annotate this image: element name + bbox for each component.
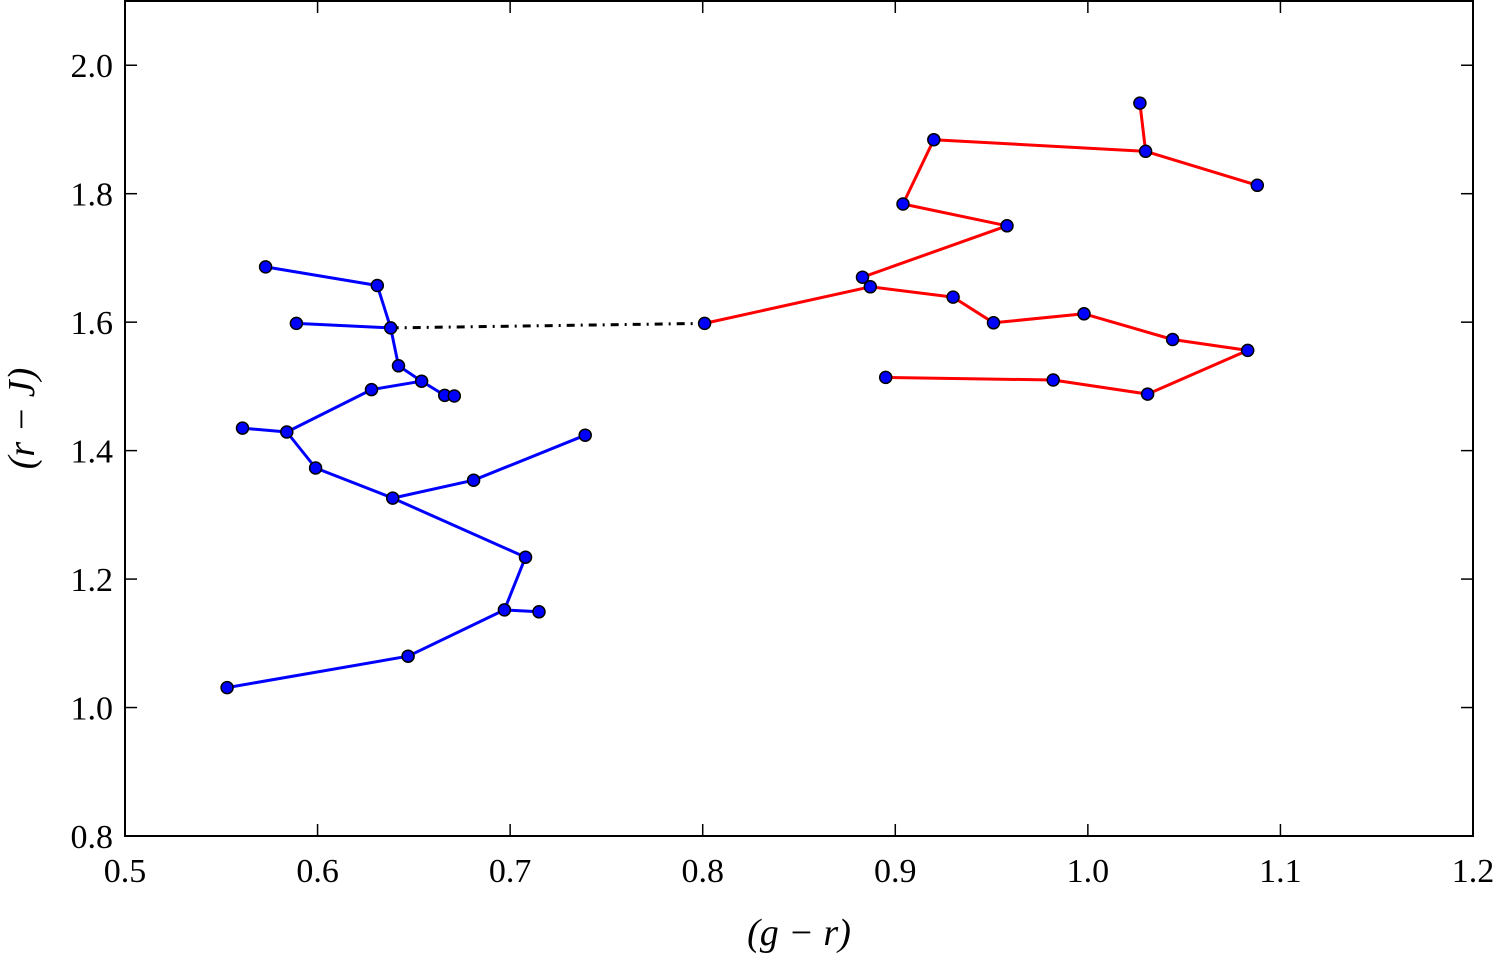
x-tick-label: 1.2 — [1452, 853, 1495, 890]
series-0-point — [220, 680, 234, 695]
series-0-point — [532, 605, 546, 619]
series-0-point — [258, 260, 273, 274]
series-1-point — [927, 132, 941, 147]
series-0-point — [466, 473, 481, 487]
y-tick-label: 1.4 — [71, 434, 114, 471]
series-1-point — [946, 290, 960, 304]
y-tick-label: 1.8 — [71, 177, 114, 214]
x-tick-label: 1.0 — [1067, 853, 1110, 890]
series-0-point — [308, 461, 323, 475]
x-tick-label: 0.5 — [104, 853, 147, 890]
x-tick-label: 0.7 — [489, 853, 532, 890]
x-axis-label: (g − r) — [747, 912, 851, 954]
series-1-point — [697, 316, 712, 331]
series-0-point — [385, 491, 400, 505]
series-1-point — [1077, 307, 1091, 321]
series-1-point — [986, 316, 1001, 330]
y-axis-label: (r − J) — [1, 368, 43, 470]
series-1-point — [896, 197, 910, 211]
series-0-point — [280, 425, 294, 439]
series-1-point — [1250, 178, 1265, 193]
series-0-point — [364, 382, 379, 397]
chart-marks — [220, 96, 1265, 695]
y-tick-label: 1.2 — [71, 562, 114, 599]
series-0-point — [578, 428, 592, 442]
series-1-point — [1138, 144, 1153, 159]
x-tick-label: 0.8 — [681, 853, 724, 890]
y-tick-label: 2.0 — [71, 48, 114, 85]
series-0-point — [401, 649, 415, 663]
series-1-point — [855, 270, 870, 284]
series-1-point — [878, 370, 893, 385]
series-1-point — [1000, 219, 1014, 233]
series-1-point — [1240, 343, 1255, 358]
series-1-point — [1046, 373, 1060, 387]
series-0-point — [518, 550, 533, 564]
x-tick-label: 1.1 — [1259, 853, 1302, 890]
series-0-point — [383, 321, 398, 335]
axis-ticks: 0.5 0.6 0.7 0.8 0.9 1.0 1.1 1.2 0.8 1.0 1.2 1.4 1.6 1… — [71, 1, 1495, 890]
x-tick-label: 0.9 — [874, 853, 917, 890]
y-tick-label: 1.6 — [71, 305, 114, 342]
series-0-point — [414, 374, 429, 388]
series-1-point — [1165, 332, 1180, 347]
series-0-point — [235, 421, 250, 435]
y-tick-label: 0.8 — [71, 819, 114, 856]
series-1-point — [1133, 96, 1147, 110]
series-0-point — [289, 316, 304, 331]
series-1-line — [704, 101, 1258, 325]
y-tick-label: 1.0 — [71, 691, 114, 728]
series-1-point — [1140, 387, 1155, 401]
series-0-point — [497, 603, 512, 617]
connector-line — [390, 321, 705, 330]
series-1-point — [863, 280, 878, 294]
series-0-point — [447, 389, 462, 403]
plot-frame — [124, 0, 1474, 837]
x-tick-label: 0.6 — [296, 853, 339, 890]
series-0-point — [370, 278, 385, 293]
series-0-point — [391, 359, 406, 373]
series-0-line — [226, 265, 587, 690]
